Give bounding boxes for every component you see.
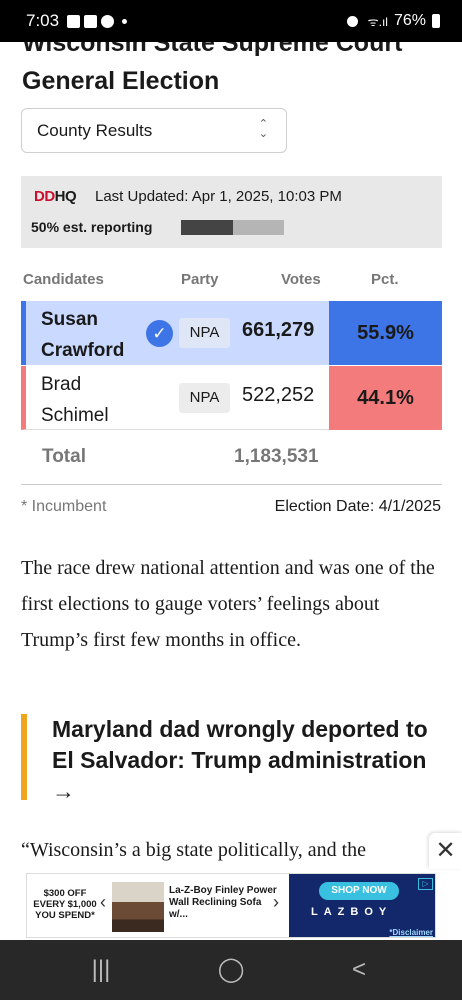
headline-line-1: Wisconsin State Supreme Court	[22, 42, 403, 57]
headline-line-2: General Election	[22, 67, 220, 95]
wifi-signal-icon: ᯤ.ıl	[367, 14, 388, 29]
arrow-right-icon: →	[52, 778, 75, 804]
results-info-box: DDHQ Last Updated: Apr 1, 2025, 10:03 PM…	[21, 176, 442, 248]
page-title: Wisconsin State Supreme Court General El…	[22, 42, 402, 100]
party-badge: NPA	[179, 318, 230, 348]
window-notification-icon	[84, 14, 98, 28]
candidate-votes: 522,252	[242, 384, 315, 406]
last-updated: Last Updated: Apr 1, 2025, 10:03 PM	[95, 188, 342, 205]
candidate-name: Susan Crawford	[41, 309, 125, 361]
total-label: Total	[42, 446, 86, 467]
column-header-pct: Pct.	[371, 271, 399, 288]
ad-next-chevron-icon[interactable]: ›	[273, 892, 279, 912]
article-paragraph: “Wisconsin’s a big state politically, an…	[21, 839, 367, 861]
candidate-pct: 55.9%	[329, 301, 442, 365]
results-type-select[interactable]: County Results ⌃ ⌄	[21, 108, 287, 153]
ad-offer: $300 OFF EVERY $1,000 YOU SPEND*	[33, 888, 97, 921]
android-nav-bar: ||| ◯ <	[0, 940, 462, 1000]
battery-level: 76%	[393, 12, 426, 29]
related-article-title: Maryland dad wrongly deported to El Salv…	[52, 716, 428, 773]
article-paragraph: The race drew national attention and was…	[21, 557, 435, 651]
candidate-row: Susan Crawford ✓ NPA 661,279 55.9%	[21, 301, 442, 365]
party-badge: NPA	[179, 383, 230, 413]
winner-check-icon: ✓	[146, 320, 173, 347]
article-page: Wisconsin State Supreme Court General El…	[0, 42, 462, 872]
ad-brand-panel: SHOP NOW ▷ LAZBOY *Disclaimer	[289, 874, 435, 937]
ad-banner[interactable]: $300 OFF EVERY $1,000 YOU SPEND* ‹ La-Z-…	[26, 873, 436, 938]
reporting-label: 50% est. reporting	[31, 219, 153, 235]
reporting-progress-bar	[181, 220, 284, 235]
ad-prev-chevron-icon[interactable]: ‹	[100, 892, 106, 912]
back-button[interactable]: <	[351, 956, 366, 983]
candidate-row: Brad Schimel NPA 522,252 44.1%	[21, 366, 442, 430]
basketball-notification-icon	[101, 14, 115, 28]
election-date: Election Date: 4/1/2025	[274, 498, 441, 515]
divider	[21, 484, 442, 485]
alarm-icon	[346, 15, 358, 27]
ad-product-title: La-Z-Boy Finley Power Wall Reclining Sof…	[169, 885, 277, 920]
candidate-votes: 661,279	[242, 319, 315, 341]
reporting-progress-fill	[181, 220, 233, 235]
adchoices-icon[interactable]: ▷	[418, 878, 433, 890]
column-header-votes: Votes	[281, 271, 321, 288]
shop-now-button[interactable]: SHOP NOW	[319, 882, 399, 900]
status-right: ᯤ.ıl 76%	[346, 12, 440, 30]
ddhq-logo: DDHQ	[34, 188, 77, 205]
status-time: 7:03	[26, 11, 60, 30]
close-ad-button[interactable]: ✕	[429, 833, 462, 869]
battery-icon	[432, 14, 440, 28]
status-bar: 7:03 ᯤ.ıl 76%	[0, 0, 462, 42]
gallery-notification-icon	[67, 14, 81, 28]
total-votes: 1,183,531	[234, 446, 319, 467]
column-header-candidates: Candidates	[23, 271, 104, 288]
candidate-name: Brad Schimel	[41, 374, 109, 426]
candidate-pct: 44.1%	[329, 366, 442, 430]
related-article-link[interactable]: Maryland dad wrongly deported to El Salv…	[21, 714, 431, 804]
more-notifications-icon	[122, 18, 128, 24]
sofa-image	[112, 882, 164, 932]
select-value: County Results	[37, 120, 153, 140]
select-chevron-icon: ⌃ ⌄	[258, 118, 268, 140]
brand-logo: LAZBOY	[311, 906, 393, 918]
home-button[interactable]: ◯	[217, 956, 245, 983]
disclaimer-link[interactable]: *Disclaimer	[389, 928, 433, 937]
recents-button[interactable]: |||	[91, 956, 111, 983]
incumbent-note: * Incumbent	[21, 498, 107, 515]
column-header-party: Party	[181, 271, 219, 288]
